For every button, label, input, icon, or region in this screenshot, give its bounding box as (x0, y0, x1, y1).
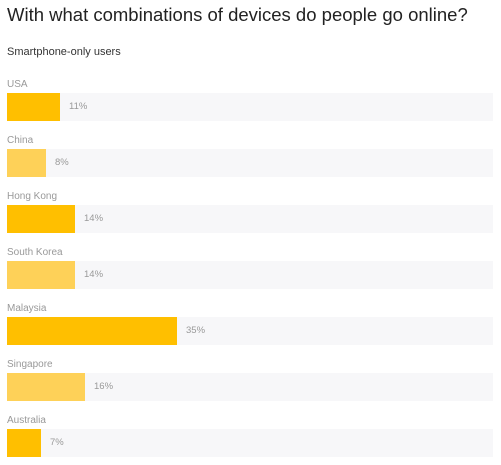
bar-row-malaysia: Malaysia 35% (0, 303, 501, 353)
bar-south-korea (7, 261, 75, 289)
bar-track (7, 93, 493, 121)
bar-row-china: China 8% (0, 135, 501, 185)
category-label-south-korea: South Korea (7, 247, 63, 258)
category-label-singapore: Singapore (7, 359, 53, 370)
category-label-hong-kong: Hong Kong (7, 191, 58, 202)
value-label-malaysia: 35% (186, 325, 206, 336)
chart-subtitle: Smartphone-only users (7, 46, 121, 58)
bar-track (7, 261, 493, 289)
bar-row-usa: USA 11% (0, 79, 501, 129)
category-label-china: China (7, 135, 34, 146)
bar-track (7, 317, 493, 345)
bar-row-south-korea: South Korea 14% (0, 247, 501, 297)
bar-usa (7, 93, 60, 121)
category-label-australia: Australia (7, 415, 46, 426)
category-label-malaysia: Malaysia (7, 303, 47, 314)
value-label-singapore: 16% (94, 381, 114, 392)
bar-track (7, 429, 493, 457)
value-label-south-korea: 14% (84, 269, 104, 280)
value-label-china: 8% (55, 157, 69, 168)
bar-track (7, 149, 493, 177)
value-label-hong-kong: 14% (84, 213, 104, 224)
value-label-australia: 7% (50, 437, 64, 448)
value-label-usa: 11% (69, 101, 88, 112)
bar-row-singapore: Singapore 16% (0, 359, 501, 409)
bar-australia (7, 429, 41, 457)
bar-track (7, 205, 493, 233)
category-label-usa: USA (7, 79, 28, 90)
bar-hong-kong (7, 205, 75, 233)
bar-row-hong-kong: Hong Kong 14% (0, 191, 501, 241)
bar-row-australia: Australia 7% (0, 415, 501, 465)
bar-singapore (7, 373, 85, 401)
bar-malaysia (7, 317, 177, 345)
bar-china (7, 149, 46, 177)
chart-title: With what combinations of devices do peo… (7, 4, 468, 25)
bar-track (7, 373, 493, 401)
